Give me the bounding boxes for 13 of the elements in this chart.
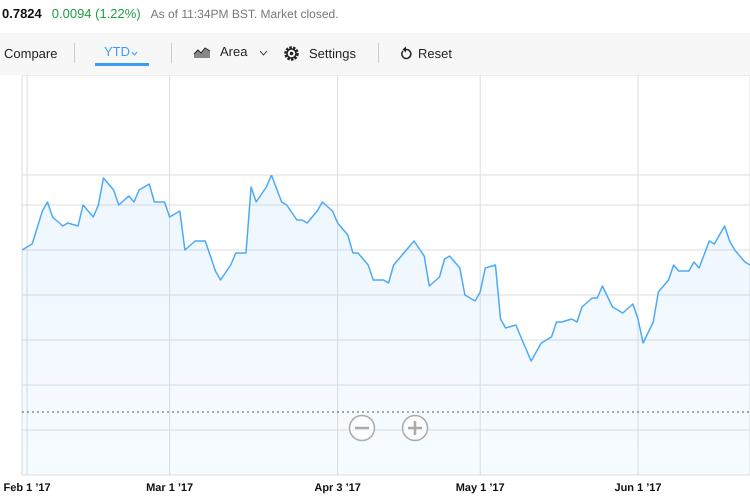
x-tick-label: May 1 ’17 bbox=[456, 482, 505, 494]
text: Area bbox=[220, 44, 248, 59]
x-tick-label: Mar 1 ’17 bbox=[146, 482, 194, 494]
x-tick-label: Apr 3 ’17 bbox=[314, 482, 361, 494]
text: Reset bbox=[418, 46, 452, 61]
text: 0.7824 bbox=[2, 6, 42, 21]
x-tick-label: Jun 1 ’17 bbox=[614, 482, 662, 494]
text: YTD bbox=[104, 44, 130, 59]
text: Settings bbox=[309, 46, 356, 61]
text: 0.0094 (1.22%) bbox=[52, 6, 141, 21]
text: As of 11:34PM BST. Market closed. bbox=[150, 7, 339, 21]
text: Compare bbox=[4, 46, 58, 61]
x-tick-label: Feb 1 ’17 bbox=[4, 482, 51, 494]
